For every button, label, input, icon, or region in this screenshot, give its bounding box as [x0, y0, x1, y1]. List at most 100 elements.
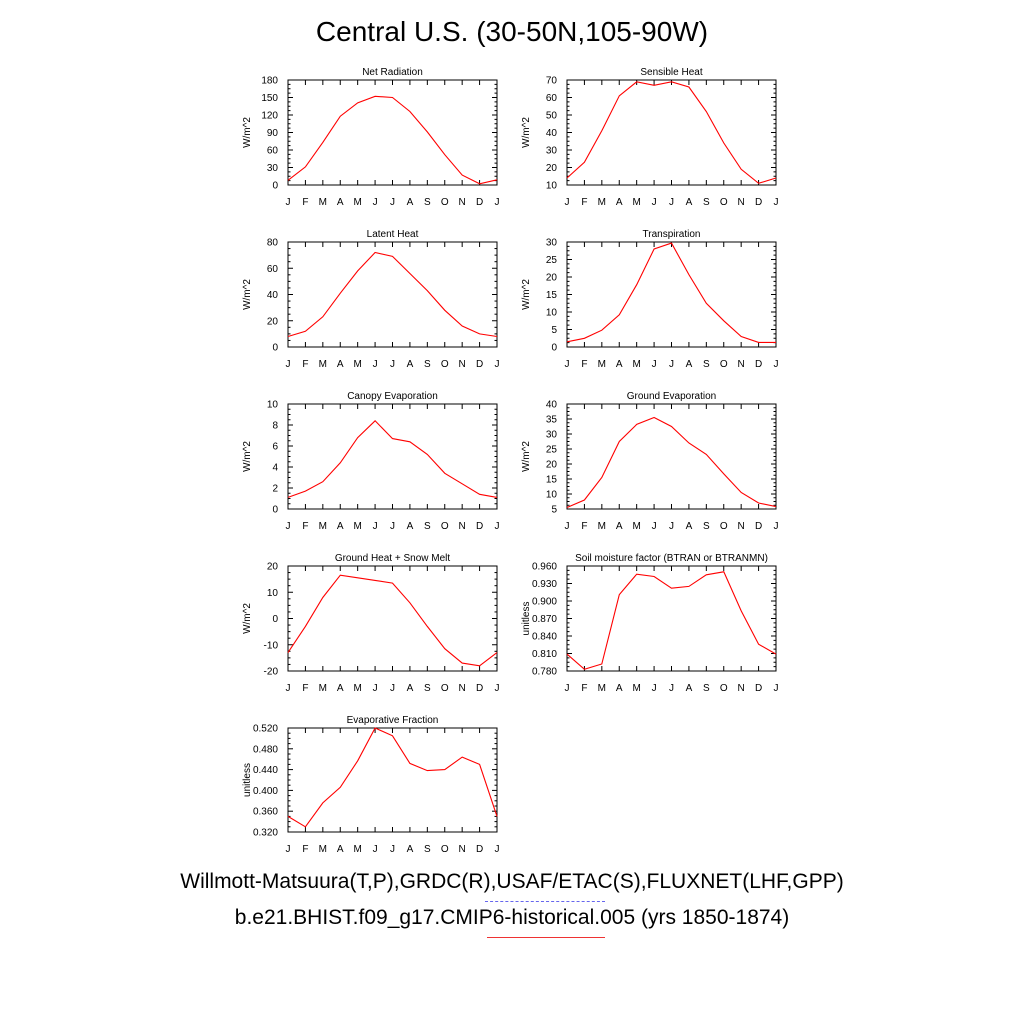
x-tick-label: M: [632, 197, 640, 208]
y-tick-label: 180: [261, 76, 278, 87]
x-tick-label: J: [286, 197, 291, 208]
x-tick-label: F: [302, 844, 308, 855]
x-tick-label: J: [774, 359, 779, 370]
x-tick-label: F: [581, 197, 587, 208]
x-tick-label: F: [581, 359, 587, 370]
x-tick-label: O: [441, 683, 449, 694]
x-tick-label: J: [495, 197, 500, 208]
y-axis-label: W/m^2: [521, 117, 532, 148]
y-axis-label: W/m^2: [521, 279, 532, 310]
plot-frame: [566, 403, 777, 510]
y-tick-label: 15: [546, 290, 558, 301]
panel-title: Latent Heat: [367, 229, 419, 240]
x-tick-label: A: [686, 197, 693, 208]
y-tick-label: 60: [267, 146, 279, 157]
panel-title: Sensible Heat: [640, 67, 702, 78]
x-tick-label: J: [373, 359, 378, 370]
y-tick-label: 50: [546, 111, 558, 122]
model-series-line: [287, 727, 498, 828]
x-tick-label: M: [353, 197, 361, 208]
x-tick-label: A: [337, 844, 344, 855]
x-tick-label: M: [353, 359, 361, 370]
y-tick-label: 20: [267, 316, 279, 327]
y-tick-label: 60: [267, 264, 279, 275]
x-tick-label: O: [720, 683, 728, 694]
x-tick-label: A: [686, 359, 693, 370]
x-tick-label: D: [476, 683, 483, 694]
x-tick-label: N: [459, 683, 466, 694]
plot-frame: [287, 241, 498, 348]
x-tick-label: M: [353, 683, 361, 694]
x-tick-label: M: [598, 359, 606, 370]
y-tick-label: 40: [546, 128, 558, 139]
x-tick-label: D: [476, 521, 483, 532]
y-tick-label: 20: [546, 273, 558, 284]
y-tick-label: 30: [546, 238, 558, 249]
y-tick-label: 15: [546, 475, 558, 486]
legend-model-swatch: [487, 937, 605, 938]
y-tick-label: 5: [551, 325, 557, 336]
x-tick-label: J: [390, 683, 395, 694]
x-tick-label: M: [598, 521, 606, 532]
x-tick-label: M: [319, 197, 327, 208]
y-tick-label: 10: [546, 490, 558, 501]
y-tick-label: 0.930: [532, 579, 557, 590]
y-tick-label: 0.360: [253, 807, 278, 818]
y-tick-label: 0.840: [532, 632, 557, 643]
x-tick-label: M: [598, 683, 606, 694]
plot-frame: [287, 79, 498, 186]
x-tick-label: D: [476, 359, 483, 370]
y-tick-label: 35: [546, 415, 558, 426]
y-tick-label: 8: [272, 421, 278, 432]
plot-frame: [566, 79, 777, 186]
y-tick-label: 70: [546, 76, 558, 87]
x-tick-label: D: [476, 197, 483, 208]
y-tick-label: 150: [261, 93, 278, 104]
x-tick-label: A: [616, 197, 623, 208]
y-tick-label: 0: [551, 343, 557, 354]
y-tick-label: -10: [264, 640, 279, 651]
x-tick-label: O: [441, 197, 449, 208]
x-tick-label: A: [407, 521, 414, 532]
x-tick-label: M: [353, 521, 361, 532]
y-tick-label: 5: [551, 505, 557, 516]
x-tick-label: O: [720, 359, 728, 370]
y-tick-label: 0.520: [253, 724, 278, 735]
x-tick-label: S: [424, 197, 431, 208]
chart-panel-8: J F M A M J J A S O N D J0.3200.3600.4000.4400.4800.…: [242, 715, 500, 855]
y-axis-label: unitless: [242, 763, 253, 797]
panel-title: Transpiration: [643, 229, 701, 240]
x-tick-label: N: [459, 197, 466, 208]
x-tick-label: J: [565, 197, 570, 208]
x-tick-label: J: [390, 359, 395, 370]
x-tick-label: J: [373, 683, 378, 694]
x-tick-label: J: [373, 197, 378, 208]
y-tick-label: 25: [546, 445, 558, 456]
y-tick-label: 10: [267, 588, 279, 599]
x-tick-label: A: [407, 683, 414, 694]
plot-frame: [287, 727, 498, 833]
x-tick-label: J: [652, 521, 657, 532]
x-tick-label: J: [652, 683, 657, 694]
model-series-line: [287, 95, 498, 185]
y-tick-label: 0.900: [532, 597, 557, 608]
x-tick-label: D: [755, 197, 762, 208]
y-tick-label: 90: [267, 128, 279, 139]
x-tick-label: D: [755, 359, 762, 370]
x-tick-label: O: [441, 359, 449, 370]
panel-title: Soil moisture factor (BTRAN or BTRANMN): [575, 553, 768, 564]
y-tick-label: 0.960: [532, 562, 557, 573]
y-axis-label: unitless: [521, 602, 532, 636]
legend-observed-swatch: [485, 901, 605, 902]
x-tick-label: A: [407, 844, 414, 855]
x-tick-label: J: [669, 359, 674, 370]
y-tick-label: 0.400: [253, 786, 278, 797]
x-tick-label: A: [686, 683, 693, 694]
x-tick-label: O: [441, 521, 449, 532]
model-series-line: [287, 251, 498, 338]
